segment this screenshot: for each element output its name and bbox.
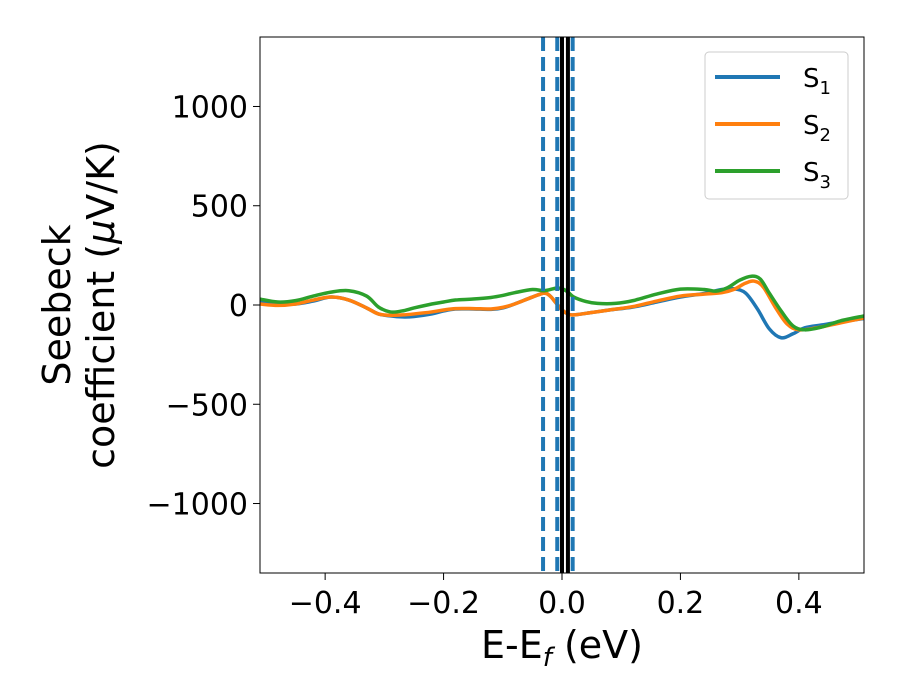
x-axis-title: E-Ef (eV): [481, 623, 643, 673]
legend-entry-s1: S1: [715, 64, 831, 99]
x-tick-label: −0.2: [407, 586, 480, 621]
series-line-s2: [260, 279, 864, 332]
legend-label-s1: S1: [803, 64, 831, 99]
legend-entry-s2: S2: [715, 111, 831, 146]
y-axis-title-line2: coefficient (μV/K): [79, 141, 123, 469]
y-axis-title-line1: Seebeck: [35, 224, 79, 385]
y-tick-label: 0: [229, 289, 248, 324]
plot-lines: [260, 37, 864, 573]
y-tick-label: −500: [166, 388, 248, 423]
y-tick-label: 1000: [172, 90, 248, 125]
x-tick-label: 0.0: [538, 586, 586, 621]
legend-label-s2: S2: [803, 111, 831, 146]
y-tick-label: −1000: [147, 488, 248, 523]
legend-label-s3: S3: [803, 158, 831, 193]
x-tick-label: 0.2: [657, 586, 705, 621]
y-tick-label: 500: [191, 190, 248, 225]
legend-entry-s3: S3: [715, 158, 831, 193]
axis-ticks: −0.4 −0.2 0.0 0.2 0.4 −1000 −500 0 500 1000: [147, 90, 823, 621]
legend: S1 S2 S3: [704, 51, 849, 200]
x-axis-title-unit: (eV): [552, 623, 643, 667]
y-axis-title-mu: μ: [79, 220, 123, 245]
x-tick-label: −0.4: [289, 586, 362, 621]
x-tick-label: 0.4: [775, 586, 823, 621]
